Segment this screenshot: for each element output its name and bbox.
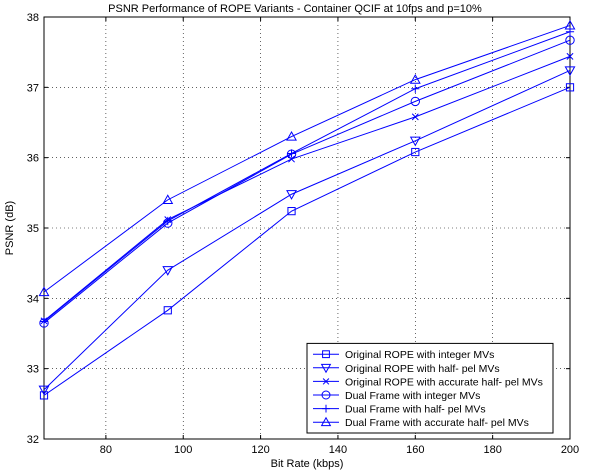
x-tick-label: 80 [100,444,112,456]
x-marker [288,155,295,163]
square-marker [322,350,330,359]
chart-title: PSNR Performance of ROPE Variants - Cont… [108,3,482,15]
x-marker [566,52,574,60]
series-2 [38,66,576,396]
series-line [43,69,571,391]
plus-marker [39,317,49,326]
square-marker [163,306,172,315]
series-5 [39,27,575,326]
square-marker [287,207,296,216]
legend-label: Dual Frame with accurate half- pel MVs [345,417,529,429]
legend-item: Dual Frame with integer MVs [313,390,480,402]
y-tick-label: 36 [27,153,39,165]
square-marker [411,147,420,157]
y-tick-label: 37 [27,82,39,94]
legend-label: Dual Frame with half- pel MVs [345,404,486,416]
y-tick-label: 34 [27,293,39,305]
triangle-down-marker [162,266,174,276]
triangle-down-marker [564,66,576,77]
series-line [43,39,571,324]
series-layer [38,19,576,400]
legend-label: Dual Frame with integer MVs [345,390,480,402]
legend-item: Dual Frame with half- pel MVs [313,404,486,416]
x-marker [322,378,330,385]
triangle-down-marker [38,385,50,396]
y-tick-label: 32 [27,434,39,446]
y-tick-label: 33 [27,364,39,376]
circle-marker [565,35,575,45]
square-marker [565,83,575,92]
legend-item: Original ROPE with accurate half- pel MV… [313,376,543,388]
x-tick-label: 180 [483,444,501,456]
triangle-up-marker [320,416,332,427]
triangle-up-marker [286,130,297,141]
circle-marker [321,390,331,400]
legend-item: Dual Frame with accurate half- pel MVs [313,416,529,429]
x-tick-label: 120 [251,444,269,456]
legend: Original ROPE with integer MVs Original R… [306,342,554,434]
legend-label: Original ROPE with half- pel MVs [345,363,500,375]
series-1 [39,83,575,400]
y-tick-label: 38 [27,12,39,24]
triangle-down-marker [409,136,421,147]
triangle-up-marker [409,73,421,84]
series-line [43,31,571,322]
legend-label: Original ROPE with integer MVs [345,349,494,361]
series-4 [39,35,575,328]
circle-marker [410,96,420,107]
triangle-up-marker [38,286,50,297]
plus-marker [411,84,420,93]
x-tick-label: 160 [406,444,424,456]
series-3 [40,52,574,325]
series-line [43,55,571,322]
triangle-down-marker [320,363,332,374]
legend-item: Original ROPE with integer MVs [313,349,494,361]
triangle-up-marker [162,194,174,204]
square-marker [39,391,49,400]
series-6 [38,19,576,297]
x-marker [411,113,419,121]
x-tick-label: 200 [561,444,579,456]
y-tick-label: 35 [27,223,39,235]
axis-ticks: 80 100 120 140 160 180 200 32 33 34 35 36 37 38 [27,12,579,456]
plus-marker [322,404,330,413]
triangle-down-marker [286,190,297,200]
triangle-up-marker [564,19,576,30]
x-tick-label: 100 [174,444,192,456]
plus-marker [163,216,172,226]
legend-label: Original ROPE with accurate half- pel MV… [345,376,543,388]
series-line [43,86,571,396]
x-tick-label: 140 [329,444,347,456]
x-axis-label: Bit Rate (kbps) [271,458,344,470]
series-line [43,24,571,293]
plus-marker [287,149,296,158]
legend-item: Original ROPE with half- pel MVs [313,363,500,375]
y-axis-label: PSNR (dB) [4,201,16,255]
legend-box [306,342,554,434]
